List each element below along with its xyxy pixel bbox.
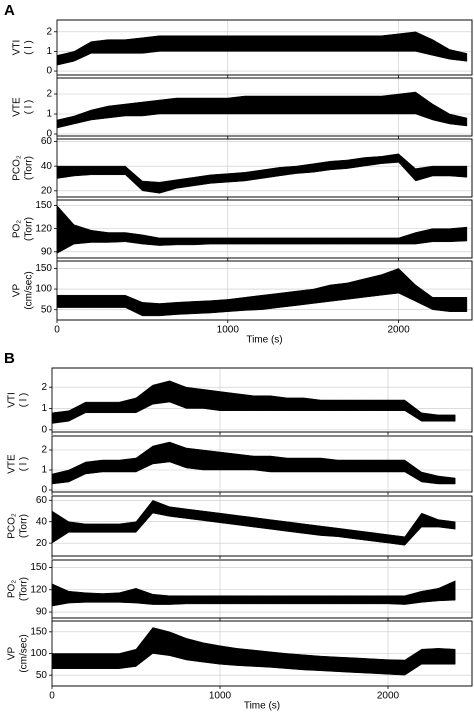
y-tick-label: 90 bbox=[41, 246, 53, 257]
y-axis-label: (Torr) bbox=[19, 577, 30, 601]
y-axis-label: (cm/sec) bbox=[24, 271, 35, 309]
y-tick-label: 0 bbox=[46, 66, 52, 77]
y-tick-label: 100 bbox=[30, 648, 47, 659]
panel-border bbox=[56, 19, 473, 76]
panel-border bbox=[51, 559, 473, 619]
signal-band bbox=[51, 441, 456, 485]
signal-band bbox=[51, 627, 456, 676]
panel-border bbox=[56, 260, 473, 321]
y-tick-label: 60 bbox=[41, 136, 53, 147]
y-tick-label: 2 bbox=[41, 445, 47, 456]
y-tick-label: 40 bbox=[41, 161, 53, 172]
y-tick-label: 2 bbox=[46, 89, 52, 100]
y-tick-label: 20 bbox=[36, 538, 48, 549]
y-axis-label: PCO₂ bbox=[7, 513, 18, 539]
y-tick-label: 150 bbox=[30, 562, 47, 573]
y-axis-label: ( l ) bbox=[24, 40, 35, 54]
signal-band bbox=[56, 153, 468, 194]
x-tick-label: 2000 bbox=[377, 691, 400, 702]
panel-label: B bbox=[4, 350, 15, 367]
y-axis-label: (cm/sec) bbox=[19, 634, 30, 672]
x-tick-label: 0 bbox=[54, 325, 60, 336]
x-tick-label: 0 bbox=[49, 691, 55, 702]
y-tick-label: 150 bbox=[35, 263, 52, 274]
y-axis-label: ( l ) bbox=[19, 457, 30, 471]
signal-band bbox=[56, 204, 468, 254]
y-axis-label: ( l ) bbox=[19, 393, 30, 407]
panel-frame bbox=[56, 199, 473, 259]
y-tick-label: 0 bbox=[41, 485, 47, 496]
y-tick-label: 60 bbox=[36, 495, 48, 506]
y-tick-label: 0 bbox=[41, 425, 47, 436]
signal-band bbox=[51, 500, 456, 546]
y-axis-label: VTE bbox=[7, 454, 18, 474]
y-tick-label: 90 bbox=[36, 607, 48, 618]
y-axis-label: VTI bbox=[7, 392, 18, 408]
x-tick-label: 1000 bbox=[209, 691, 232, 702]
x-tick-label: 2000 bbox=[387, 325, 410, 336]
panel-border bbox=[51, 620, 473, 687]
y-axis-label: PCO₂ bbox=[12, 155, 23, 181]
y-axis-label: VP bbox=[12, 284, 23, 298]
signal-band bbox=[51, 380, 456, 424]
y-axis-label: (Torr) bbox=[24, 156, 35, 180]
y-axis-label: VP bbox=[7, 647, 18, 661]
signal-band bbox=[51, 580, 456, 607]
y-tick-label: 2 bbox=[46, 26, 52, 37]
y-tick-label: 120 bbox=[35, 223, 52, 234]
x-axis-label: Time (s) bbox=[246, 335, 282, 346]
signal-band bbox=[56, 91, 468, 129]
panel-border bbox=[51, 367, 473, 433]
panel-label: A bbox=[4, 2, 15, 19]
y-tick-label: 1 bbox=[46, 46, 52, 57]
y-tick-label: 50 bbox=[41, 304, 53, 315]
y-axis-label: (Torr) bbox=[19, 514, 30, 538]
y-tick-label: 0 bbox=[46, 129, 52, 140]
panel-border bbox=[56, 138, 473, 198]
y-tick-label: 1 bbox=[41, 465, 47, 476]
panel-border bbox=[56, 199, 473, 259]
y-axis-label: VTI bbox=[12, 40, 23, 56]
y-axis-label: (Torr) bbox=[24, 217, 35, 241]
panel-frame bbox=[51, 559, 473, 619]
y-tick-label: 150 bbox=[30, 626, 47, 637]
y-axis-label: PO₂ bbox=[7, 580, 18, 598]
y-axis-label: PO₂ bbox=[12, 220, 23, 238]
y-tick-label: 150 bbox=[35, 200, 52, 211]
y-tick-label: 100 bbox=[35, 284, 52, 295]
y-tick-label: 2 bbox=[41, 382, 47, 393]
x-axis-label: Time (s) bbox=[244, 701, 280, 712]
x-tick-label: 1000 bbox=[217, 325, 240, 336]
panel-border bbox=[51, 435, 473, 493]
y-tick-label: 50 bbox=[36, 670, 48, 681]
panel-border bbox=[56, 77, 473, 137]
y-tick-label: 20 bbox=[41, 185, 53, 196]
y-axis-label: ( l ) bbox=[24, 100, 35, 114]
y-tick-label: 1 bbox=[41, 403, 47, 414]
signal-band bbox=[56, 31, 468, 66]
y-tick-label: 40 bbox=[36, 516, 48, 527]
signal-band bbox=[56, 268, 468, 317]
panel-border bbox=[51, 495, 473, 557]
y-tick-label: 1 bbox=[46, 109, 52, 120]
y-tick-label: 120 bbox=[30, 584, 47, 595]
y-axis-label: VTE bbox=[12, 97, 23, 117]
